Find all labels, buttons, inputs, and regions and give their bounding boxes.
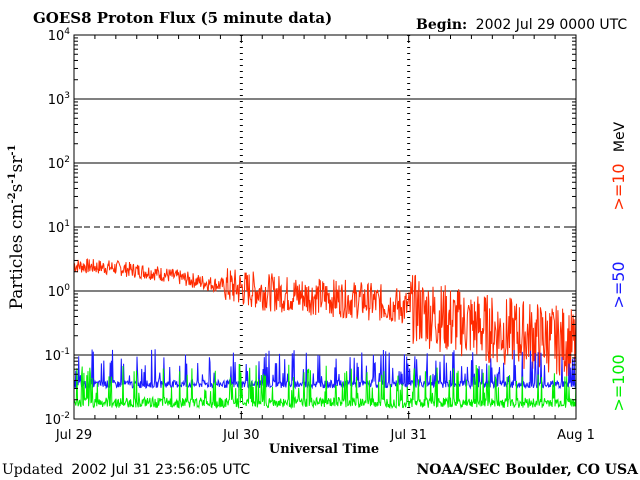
y-tick-label: 101 — [48, 219, 70, 236]
updated-line: Updated 2002 Jul 31 23:56:05 UTC — [2, 462, 250, 478]
chart-title: GOES8 Proton Flux (5 minute data) — [33, 9, 332, 27]
y-tick-label: 102 — [48, 155, 70, 172]
x-tick-label: Aug 1 — [557, 428, 595, 443]
y-tick-label: 104 — [48, 27, 71, 44]
begin-line: Begin: 2002 Jul 29 0000 UTC — [416, 17, 627, 33]
y-tick-label: 10-1 — [44, 347, 70, 364]
x-tick-label: Jul 29 — [55, 428, 92, 443]
legend-ge50: >=50 — [609, 261, 628, 308]
y-tick-label: 10-2 — [44, 411, 70, 428]
updated-value: 2002 Jul 31 23:56:05 UTC — [71, 462, 250, 478]
legend-unit: MeV — [612, 121, 628, 152]
plot-area: 10-2 10-1 100 101 102 103 104 Jul 29 Jul 30 Jul 3… — [44, 27, 594, 443]
legend-ge100: >=100 — [609, 354, 628, 411]
x-tick-label: Jul 30 — [222, 428, 259, 443]
x-tick-label: Jul 31 — [389, 428, 426, 443]
series-ge50 — [73, 349, 577, 390]
series-ge100 — [73, 363, 577, 410]
y-tick-label: 103 — [48, 91, 70, 108]
begin-value: 2002 Jul 29 0000 UTC — [476, 17, 628, 33]
legend: MeV >=10 >=50 >=100 — [609, 121, 628, 411]
legend-ge10: >=10 — [609, 163, 628, 210]
series-ge10 — [73, 258, 577, 377]
x-axis-label: Universal Time — [269, 442, 379, 457]
y-axis-label: Particles cm-2s-1sr-1 — [7, 145, 27, 310]
updated-label: Updated — [2, 462, 63, 478]
begin-label: Begin: — [416, 17, 467, 33]
y-tick-label: 100 — [48, 283, 71, 300]
credit: NOAA/SEC Boulder, CO USA — [417, 462, 640, 478]
